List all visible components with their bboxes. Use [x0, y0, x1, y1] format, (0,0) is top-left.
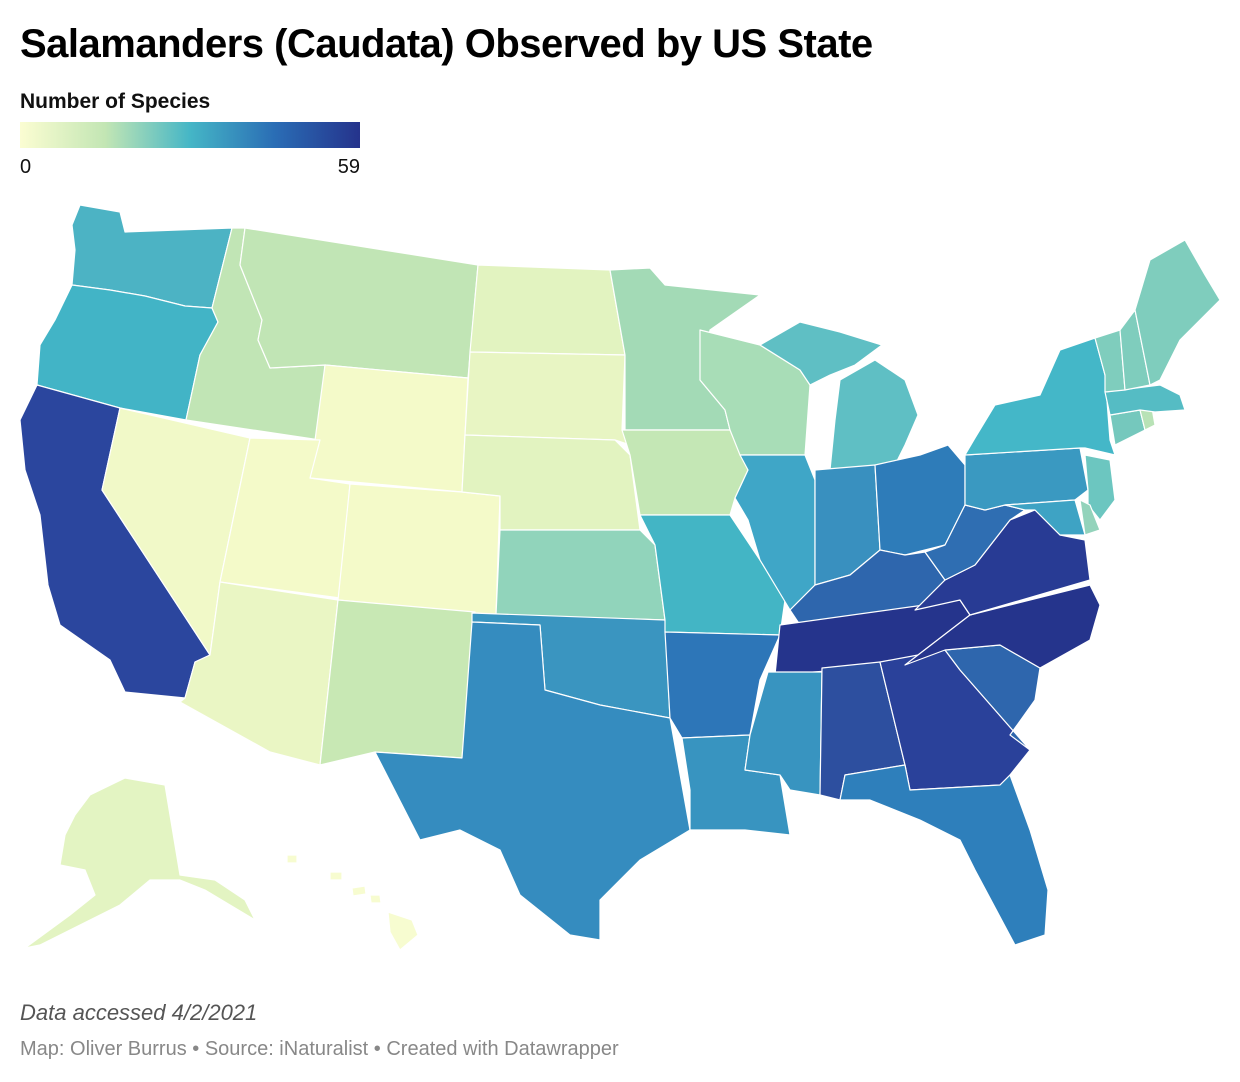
state-hi[interactable] [286, 854, 419, 951]
state-mt[interactable] [239, 227, 479, 379]
state-nc[interactable] [904, 584, 1101, 669]
state-ny[interactable] [964, 337, 1116, 456]
state-co[interactable] [337, 483, 501, 616]
state-mi[interactable] [759, 321, 919, 471]
state-ks[interactable] [495, 529, 666, 621]
legend-min-label: 0 [20, 156, 32, 178]
state-md[interactable] [1004, 499, 1086, 536]
state-tx[interactable] [374, 621, 691, 941]
us-choropleth-map [0, 190, 1240, 970]
state-de[interactable] [1079, 499, 1101, 536]
state-nm[interactable] [319, 599, 476, 766]
state-ak[interactable] [24, 777, 256, 949]
state-ma[interactable] [1104, 384, 1186, 416]
legend-gradient-bar [20, 122, 360, 148]
legend-title: Number of Species [20, 90, 211, 113]
state-vt[interactable] [1094, 329, 1126, 393]
legend-max-label: 59 [337, 156, 360, 178]
color-legend: Number of Species 0 59 [20, 90, 360, 178]
state-nj[interactable] [1084, 454, 1116, 521]
state-nd[interactable] [469, 264, 626, 356]
credits-line: Map: Oliver Burrus • Source: iNaturalist… [20, 1038, 619, 1060]
state-ia[interactable] [621, 429, 749, 516]
map-title: Salamanders (Caudata) Observed by US Sta… [20, 22, 873, 66]
data-accessed-note: Data accessed 4/2/2021 [20, 1000, 258, 1025]
state-il[interactable] [734, 454, 816, 611]
state-fl[interactable] [839, 764, 1049, 946]
state-sd[interactable] [464, 351, 631, 446]
state-ct[interactable] [1109, 409, 1146, 446]
state-wy[interactable] [309, 364, 469, 493]
state-me[interactable] [1134, 239, 1221, 386]
